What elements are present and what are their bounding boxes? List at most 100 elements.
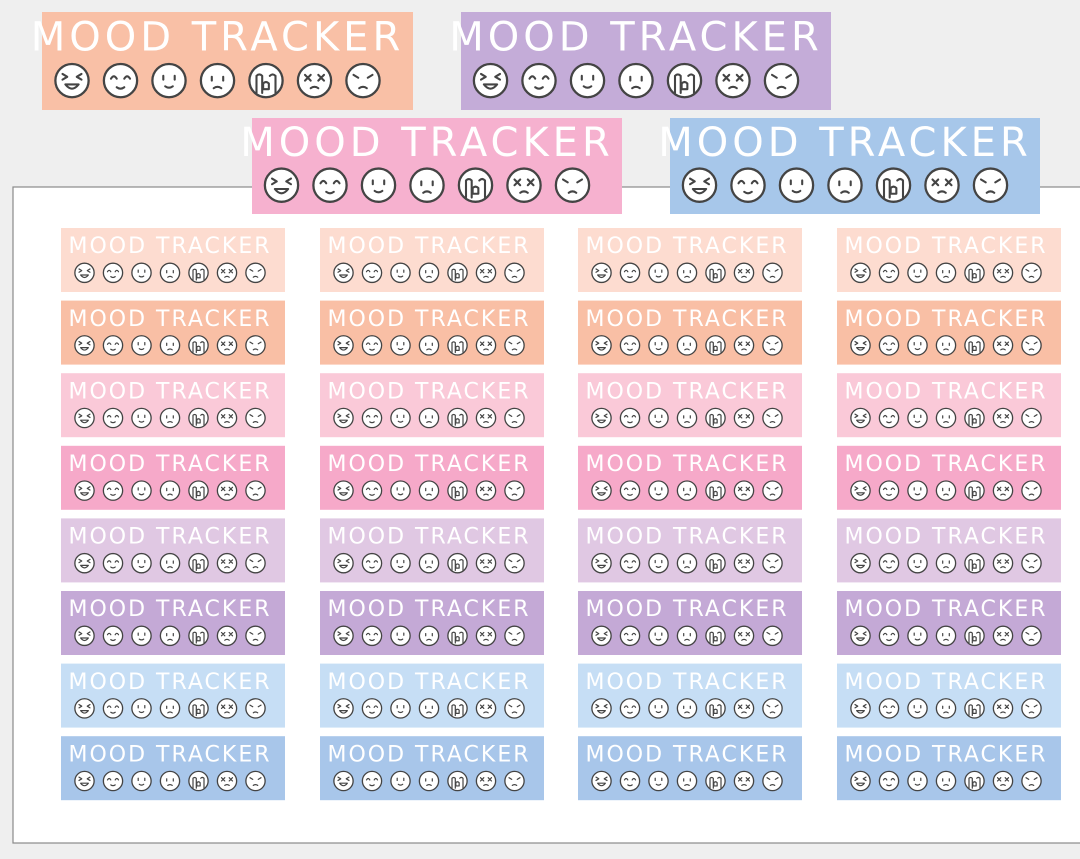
mood-face [245,335,266,356]
mood-face [676,552,698,574]
mood-face [763,62,800,99]
mood-face [390,552,411,574]
mood-face [74,698,95,719]
sticker-label: MOOD TRACKER [68,742,271,767]
mood-face [878,552,900,574]
mood-face [102,262,124,284]
mood-face [878,625,900,647]
mood-face [102,770,124,792]
mood-face [907,335,928,356]
mood-face [992,480,1014,501]
mood-face [648,770,669,792]
sticker-label: MOOD TRACKER [327,597,530,622]
sticker-label: MOOD TRACKER [68,379,271,404]
mood-face [964,480,985,501]
mood-face [733,552,755,574]
mood-face [705,262,726,284]
mood-face [409,167,445,203]
mood-face [131,480,152,501]
mood-face [131,407,152,429]
mood-face [935,262,957,284]
mood-face [676,625,698,647]
mood-face [159,407,181,429]
sticker-label: MOOD TRACKER [68,670,271,695]
mood-face [715,62,751,99]
mood-face [102,698,124,719]
mood-face [1021,770,1042,792]
mood-face [447,625,468,647]
mood-face [248,62,284,99]
mood-face [216,552,238,574]
sticker-label: MOOD TRACKER [585,742,788,767]
mood-face [216,625,238,647]
sticker-label: MOOD TRACKER [844,597,1047,622]
mood-face [591,262,612,284]
mood-face [935,480,957,501]
mood-face [188,480,209,501]
mood-face [447,262,468,284]
mood-face [159,698,181,719]
mood-face [850,407,871,429]
mood-face [1021,625,1042,647]
mood-face [447,480,468,501]
sticker-label: MOOD TRACKER [844,742,1047,767]
mood-face [216,262,238,284]
mood-face [504,480,525,501]
mood-face [907,552,928,574]
mood-face [418,552,440,574]
mood-face [245,698,266,719]
mood-face [676,407,698,429]
mood-face [296,62,333,99]
mood-face [504,552,525,574]
mood-face [992,698,1014,719]
sticker-label: MOOD TRACKER [844,307,1047,332]
mood-face [333,335,354,356]
mood-face [762,262,783,284]
mood-face [705,552,726,574]
mood-face [964,335,985,356]
mood-face [1021,262,1042,284]
mood-face [475,770,497,792]
sticker-label: MOOD TRACKER [844,525,1047,550]
mood-face [972,167,1009,203]
mood-face [361,262,383,284]
mood-face [935,407,957,429]
mood-face [619,335,641,356]
mood-face [875,167,912,203]
mood-face [159,770,181,792]
mood-face [676,770,698,792]
mood-face [964,552,985,574]
mood-face [648,698,669,719]
mood-face [216,770,238,792]
mood-face [131,335,152,356]
mood-face [907,698,928,719]
mood-face [935,625,957,647]
mood-face [619,770,641,792]
sticker-label: MOOD TRACKER [844,379,1047,404]
mood-face [188,552,209,574]
mood-face [188,335,209,356]
mood-face [778,167,815,203]
mood-face [418,480,440,501]
mood-face [666,62,703,99]
mood-face [361,625,383,647]
mood-face [504,335,525,356]
mood-face [447,407,468,429]
sticker-label: MOOD TRACKER [327,525,530,550]
mood-face [1021,552,1042,574]
mood-face [569,62,606,99]
mood-face [591,698,612,719]
mood-face [705,480,726,501]
mood-face [907,625,928,647]
mood-face [475,335,497,356]
mood-face [964,407,985,429]
mood-face [591,770,612,792]
mood-face [733,407,755,429]
mood-face [216,698,238,719]
mood-face [676,480,698,501]
mood-face [964,625,985,647]
mood-face [762,407,783,429]
mood-face [705,625,726,647]
sticker-label: MOOD TRACKER [327,742,530,767]
